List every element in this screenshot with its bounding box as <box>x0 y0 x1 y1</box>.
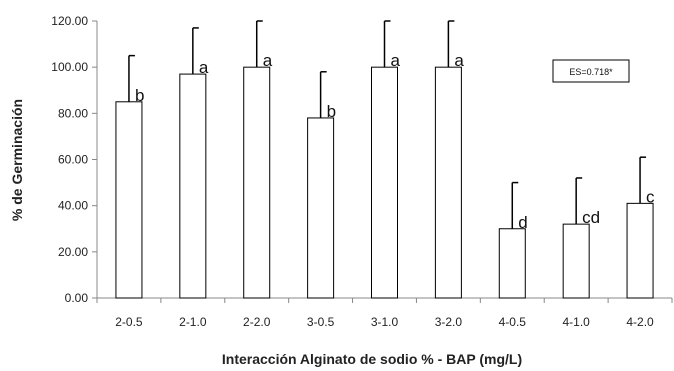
bar-4-2.0 <box>626 202 654 299</box>
y-axis-label: % de Germinación <box>9 99 25 221</box>
bar-4-0.5 <box>498 228 526 299</box>
x-tick-label-4-1.0: 4-1.0 <box>562 315 590 329</box>
significance-letter-3-0.5: b <box>327 102 336 121</box>
bar-3-1.0 <box>371 66 398 299</box>
error-bars-group <box>128 20 647 229</box>
significance-letters-group: b a a b a a d cd c <box>135 51 655 232</box>
y-tick-label: 0.00 <box>65 291 89 305</box>
annotation-text: ES=0.718* <box>569 67 613 77</box>
y-tick-label: 20.00 <box>58 245 88 259</box>
x-tick-label-4-2.0: 4-2.0 <box>626 315 654 329</box>
significance-letter-4-2.0: c <box>646 187 655 206</box>
significance-letter-2-0.5: b <box>135 86 144 105</box>
y-tick-label: 100.00 <box>51 60 88 74</box>
bar-2-2.0 <box>243 66 271 299</box>
bar-4-1.0 <box>562 223 590 299</box>
x-tick-label-3-0.5: 3-0.5 <box>307 315 335 329</box>
y-axis: 0.00 20.00 40.00 60.00 80.00 100.00 120.00 <box>51 14 98 305</box>
bars-group <box>115 66 654 299</box>
y-tick-label: 60.00 <box>58 153 88 167</box>
bar-2-0.5 <box>115 101 143 299</box>
x-tick-label-3-2.0: 3-2.0 <box>435 315 463 329</box>
x-tick-label-2-0.5: 2-0.5 <box>115 315 143 329</box>
x-axis: 2-0.5 2-1.0 2-2.0 3-0.5 3-1.0 3-2.0 4-0.5 4-1.0… <box>96 297 673 329</box>
x-tick-label-2-1.0: 2-1.0 <box>179 315 207 329</box>
y-tick-label: 80.00 <box>58 106 88 120</box>
annotation-box: ES=0.718* <box>552 59 630 83</box>
significance-letter-2-2.0: a <box>263 51 273 70</box>
x-axis-label: Interacción Alginato de sodio % - BAP (m… <box>222 351 522 367</box>
bar-3-0.5 <box>307 117 335 299</box>
significance-letter-3-1.0: a <box>391 51 401 70</box>
x-tick-label-2-2.0: 2-2.0 <box>243 315 271 329</box>
y-tick-label: 120.00 <box>51 14 88 28</box>
significance-letter-4-0.5: d <box>518 213 527 232</box>
significance-letter-3-2.0: a <box>454 51 464 70</box>
significance-letter-2-1.0: a <box>199 58 209 77</box>
significance-letter-4-1.0: cd <box>582 208 600 227</box>
x-tick-label-4-0.5: 4-0.5 <box>499 315 527 329</box>
bar-3-2.0 <box>434 66 462 299</box>
y-tick-label: 40.00 <box>58 199 88 213</box>
x-tick-label-3-1.0: 3-1.0 <box>371 315 399 329</box>
bar-2-1.0 <box>179 73 207 299</box>
